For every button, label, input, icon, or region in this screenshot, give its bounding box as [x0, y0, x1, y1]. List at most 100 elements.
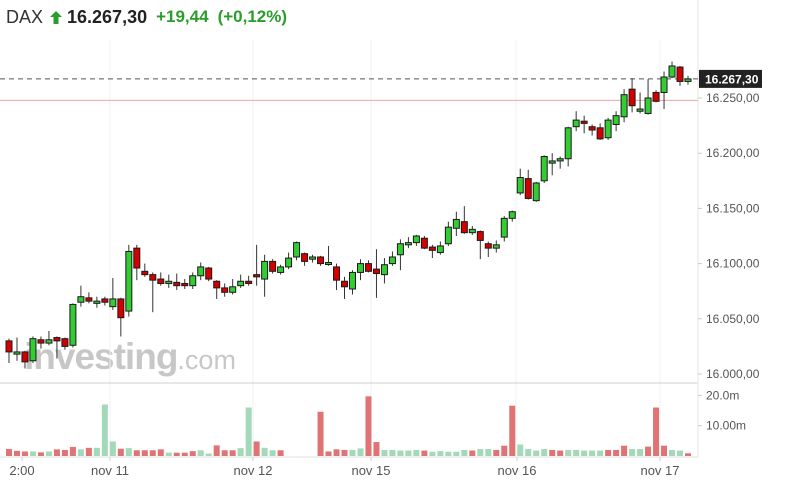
candle-body-up [388, 256, 396, 265]
candle-body-up [604, 119, 612, 139]
candle-body-up [348, 271, 356, 290]
volume-bar [685, 453, 691, 456]
x-tick-label: nov 11 [90, 463, 130, 478]
volume-bar [477, 449, 484, 456]
volume-bar [621, 445, 628, 456]
volume-bar [661, 445, 668, 456]
candle [628, 78, 636, 113]
candle-body-up [93, 300, 101, 304]
candle [5, 338, 13, 363]
candle [524, 169, 532, 200]
candle-body-up [684, 78, 692, 82]
candle [85, 292, 93, 304]
candle-body-down [420, 237, 428, 249]
candle [564, 126, 572, 167]
candle [285, 252, 293, 270]
volume-bar [397, 450, 404, 456]
candle-body-up [612, 115, 620, 125]
volume-bar [469, 450, 476, 456]
candle-body-up [636, 108, 644, 112]
y-tick-label: 16.200,00 [706, 146, 760, 160]
candle-body-down [5, 340, 13, 353]
volume-bar [125, 448, 132, 456]
candle [29, 336, 37, 363]
candle [604, 117, 612, 140]
candle [93, 296, 101, 308]
candle [468, 226, 476, 235]
candle-body-down [301, 253, 309, 262]
candle-body-up [29, 338, 37, 362]
candle [245, 275, 253, 286]
current-price-badge [699, 69, 762, 88]
volume-bar [141, 450, 148, 456]
candle-body-up [540, 156, 548, 182]
candle [141, 263, 149, 277]
candle-body-down [676, 66, 684, 82]
volume-bar [613, 449, 620, 456]
candle [436, 241, 444, 255]
y-tick-label: 16.000,00 [706, 367, 760, 381]
volume-bar [517, 444, 524, 456]
candle-body-down [85, 297, 93, 302]
candle-body-up [109, 298, 117, 308]
candle-body-up [285, 257, 293, 268]
volume-bar [597, 450, 604, 456]
candle [117, 297, 125, 337]
candle-body-down [173, 281, 181, 287]
x-tick-label: nov 12 [233, 463, 273, 478]
candle-body-up [660, 76, 668, 93]
volume-bar [341, 449, 348, 456]
volume-tick-label: 10.00m [706, 419, 746, 433]
candle-body-up [293, 242, 301, 258]
candle [364, 260, 372, 273]
volume-bar [429, 451, 436, 456]
candle [173, 273, 181, 291]
candle [77, 285, 85, 307]
volume-bar [13, 450, 20, 456]
candle-body-up [500, 217, 508, 238]
volume-bar [85, 447, 92, 456]
candle-body-up [77, 296, 85, 303]
candle [644, 79, 652, 115]
candle [404, 237, 412, 249]
candle-body-up [556, 158, 564, 162]
candle [189, 272, 197, 289]
candle-body-up [412, 235, 420, 244]
candle [309, 254, 317, 263]
candle-body-down [364, 263, 372, 272]
candle [317, 255, 325, 266]
volume-bar [365, 396, 372, 456]
candle-body-up [396, 243, 404, 256]
y-tick-label: 16.150,00 [706, 201, 760, 215]
candle-body-down [21, 351, 29, 363]
candle-body-up [277, 266, 285, 273]
volume-bar [461, 449, 468, 456]
candle [428, 244, 436, 259]
candle [652, 90, 660, 103]
y-tick-label: 16.250,00 [706, 91, 760, 105]
candle-body-down [101, 298, 109, 303]
x-tick-label: nov 17 [640, 463, 680, 478]
candle [61, 337, 69, 350]
volume-bar [117, 448, 124, 456]
volume-bar [77, 449, 84, 456]
volume-bar [6, 449, 12, 456]
volume-bar [69, 446, 76, 456]
candle [13, 337, 21, 361]
candle [380, 258, 388, 284]
candle-body-down [61, 338, 69, 347]
volume-bar [197, 450, 204, 456]
volume-bar [565, 449, 572, 456]
candle [348, 270, 356, 295]
volume-bar [437, 451, 444, 456]
candle-body-down [205, 267, 213, 280]
volume-bar [325, 451, 332, 456]
candle [388, 251, 396, 266]
y-tick-label: 16.050,00 [706, 312, 760, 326]
candle-body-up [492, 244, 500, 249]
candle-body-up [572, 119, 580, 128]
y-tick-label: 16.100,00 [706, 257, 760, 271]
candle-body-down [596, 127, 604, 140]
volume-bar [501, 445, 508, 456]
